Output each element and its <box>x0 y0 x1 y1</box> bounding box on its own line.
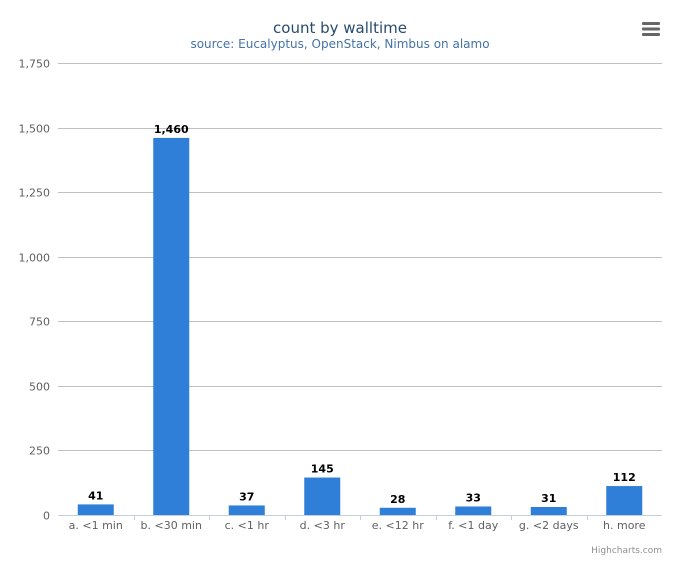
bar[interactable] <box>379 507 416 515</box>
menu-icon[interactable] <box>638 17 664 41</box>
y-tick-label: 750 <box>29 316 50 329</box>
bar[interactable] <box>228 505 265 515</box>
data-label: 31 <box>541 492 556 505</box>
bar[interactable] <box>304 477 341 515</box>
x-tick-label: e. <12 hr <box>372 519 424 532</box>
bar[interactable] <box>455 506 492 515</box>
data-labels: 41 1,460 37 145 28 33 31 112 <box>88 123 636 506</box>
x-tick-label: g. <2 days <box>519 519 579 532</box>
y-axis: 0 250 500 750 1,000 1,250 1,500 1,750 <box>19 58 51 523</box>
data-label: 33 <box>466 491 481 504</box>
x-tick-label: a. <1 min <box>69 519 123 532</box>
data-label: 28 <box>390 493 405 506</box>
data-label: 145 <box>311 463 334 476</box>
y-tick-label: 250 <box>29 445 50 458</box>
bar[interactable] <box>153 137 190 515</box>
x-tick-label: d. <3 hr <box>300 519 346 532</box>
y-tick-label: 500 <box>29 381 50 394</box>
chart-subtitle: source: Eucalyptus, OpenStack, Nimbus on… <box>190 37 489 51</box>
bar[interactable] <box>530 506 567 515</box>
x-axis: a. <1 min b. <30 min c. <1 hr d. <3 hr e. <1… <box>58 515 662 532</box>
data-label: 41 <box>88 489 103 502</box>
data-label: 37 <box>239 490 254 503</box>
x-tick-label: b. <30 min <box>141 519 202 532</box>
bars <box>77 137 643 515</box>
grid-lines <box>58 63 662 516</box>
x-tick-label: f. <1 day <box>448 519 499 532</box>
y-tick-label: 0 <box>43 510 50 523</box>
credit-link[interactable]: Highcharts.com <box>591 546 662 556</box>
bar[interactable] <box>77 504 114 515</box>
y-tick-label: 1,750 <box>19 58 51 71</box>
data-label: 112 <box>613 471 636 484</box>
data-label: 1,460 <box>154 123 189 136</box>
y-tick-label: 1,500 <box>19 123 51 136</box>
bar[interactable] <box>606 486 643 515</box>
chart-title: count by walltime <box>273 19 407 37</box>
y-tick-label: 1,000 <box>19 252 51 265</box>
y-tick-label: 1,250 <box>19 187 51 200</box>
x-tick-label: c. <1 hr <box>225 519 270 532</box>
x-tick-label: h. more <box>603 519 646 532</box>
